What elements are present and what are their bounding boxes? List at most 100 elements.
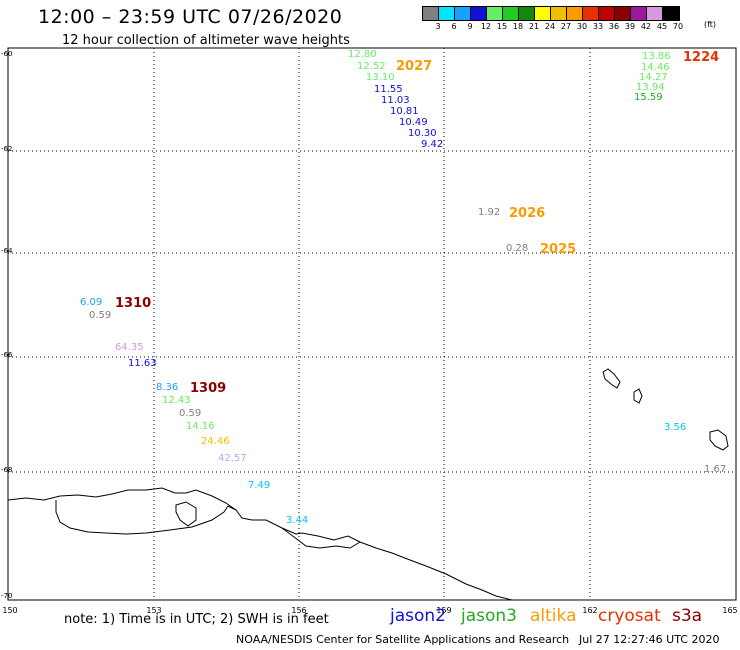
color-scale-bar: [422, 6, 680, 21]
color-scale-swatch: [583, 7, 599, 20]
wave-height-label: 12.52: [357, 61, 386, 72]
color-scale-label: 6: [451, 22, 457, 31]
color-scale-labels: 3 6 9 12 15 18 21 24 27 30 33 36 39 42 45 70: [422, 21, 684, 33]
antarctic-coastline: [7, 487, 513, 601]
lon-tick-label: 150: [2, 606, 18, 615]
wave-height-label: 3.56: [664, 422, 687, 433]
lat-tick-label: -60: [1, 50, 13, 58]
color-scale-label: 9: [467, 22, 473, 31]
wave-height-label: 7.49: [248, 480, 271, 491]
island-2: [633, 388, 643, 404]
wave-height-label: 14.16: [186, 421, 215, 432]
lon-tick-label: 153: [146, 606, 162, 615]
legend-altika: altika: [530, 606, 577, 626]
color-scale-swatch: [519, 7, 535, 20]
map-frame: [7, 47, 737, 601]
wave-height-label: 13.10: [366, 72, 395, 83]
color-scale-label: 45: [656, 22, 668, 31]
color-scale-swatch: [423, 7, 439, 20]
lon-tick-label: 165: [722, 606, 738, 615]
color-scale-swatch: [455, 7, 471, 20]
lon-tick-label: 156: [291, 606, 307, 615]
wave-height-label: 11.55: [374, 84, 403, 95]
color-scale-label: 3: [435, 22, 441, 31]
lat-tick-label: -68: [1, 466, 13, 474]
color-scale-swatch: [647, 7, 663, 20]
pass-time-label: 2025: [540, 242, 577, 257]
pass-time-label: 2027: [396, 59, 433, 74]
wave-height-label: 10.30: [408, 128, 437, 139]
color-scale-label: 15: [496, 22, 508, 31]
lat-lon-grid: [8, 48, 736, 600]
wave-height-label: 42.57: [218, 453, 247, 464]
wave-height-label: 13.94: [636, 82, 665, 93]
wave-height-label: 0.28: [506, 243, 529, 254]
wave-height-label: 1.92: [478, 207, 501, 218]
color-scale-swatch: [439, 7, 455, 20]
coastline-spit: [281, 527, 361, 549]
wave-height-label: 11.03: [381, 95, 410, 106]
color-scale-swatch: [615, 7, 631, 20]
lat-tick-label: -62: [1, 145, 13, 153]
wave-height-label: 12.80: [348, 49, 377, 60]
lon-tick-label: 159: [436, 606, 452, 615]
lat-tick-label: -66: [1, 351, 13, 359]
coastline-inlet: [55, 500, 237, 535]
color-scale-swatch: [631, 7, 647, 20]
wave-height-label: 3.44: [286, 515, 309, 526]
color-scale-swatch: [551, 7, 567, 20]
color-scale-label: 18: [512, 22, 524, 31]
color-scale-label: 27: [560, 22, 572, 31]
map-subtitle: 12 hour collection of altimeter wave hei…: [62, 33, 350, 48]
wave-height-label: 1.67: [704, 464, 727, 475]
color-scale-label: 30: [576, 22, 588, 31]
color-scale-swatch: [567, 7, 583, 20]
map-title: 12:00 – 23:59 UTC 07/26/2020: [38, 6, 343, 28]
lat-tick-label: -64: [1, 247, 13, 255]
wave-height-label: 14.27: [639, 72, 668, 83]
wave-height-label: 13.86: [642, 51, 671, 62]
wave-height-label: 0.59: [89, 310, 112, 321]
color-scale-swatch: [471, 7, 487, 20]
island-1: [602, 368, 621, 389]
color-scale-swatch: [503, 7, 519, 20]
color-scale-label: 70: [672, 22, 684, 31]
color-scale-label: 24: [544, 22, 556, 31]
footnote: note: 1) Time is in UTC; 2) SWH is in fe…: [64, 612, 329, 627]
wave-height-label: 12.43: [162, 395, 191, 406]
color-scale-swatch: [663, 7, 679, 20]
wave-height-label: 15.59: [634, 92, 663, 103]
wave-height-label: 10.49: [399, 117, 428, 128]
color-scale-label: 36: [608, 22, 620, 31]
scale-unit-label: (ft): [704, 20, 717, 29]
wave-height-label: 6.09: [80, 297, 103, 308]
legend-jason2: jason2: [390, 606, 446, 626]
pass-time-label: 1224: [683, 50, 720, 65]
island-3: [709, 429, 729, 451]
color-scale-label: 39: [624, 22, 636, 31]
generation-timestamp: Jul 27 12:27:46 UTC 2020: [579, 633, 720, 646]
legend-jason3: jason3: [461, 606, 517, 626]
color-scale-swatch: [487, 7, 503, 20]
wave-height-label: 9.42: [421, 139, 444, 150]
wave-height-label: 14.46: [641, 62, 670, 73]
credit-line: NOAA/NESDIS Center for Satellite Applica…: [236, 633, 570, 646]
pass-time-label: 1309: [190, 381, 227, 396]
wave-height-label: 24.46: [201, 436, 230, 447]
wave-height-label: 0.59: [179, 408, 202, 419]
lon-tick-label: 162: [582, 606, 598, 615]
color-scale-label: 42: [640, 22, 652, 31]
wave-height-label: 10.81: [390, 106, 419, 117]
wave-height-label: 64.35: [115, 342, 144, 353]
color-scale-label: 33: [592, 22, 604, 31]
pass-time-label: 1310: [115, 296, 152, 311]
color-scale-label: 12: [480, 22, 492, 31]
color-scale-label: 21: [528, 22, 540, 31]
legend-cryosat: cryosat: [598, 606, 661, 626]
pass-time-label: 2026: [509, 206, 546, 221]
wave-height-label: 11.63: [128, 358, 157, 369]
color-scale-swatch: [535, 7, 551, 20]
wave-height-label: 8.36: [156, 382, 179, 393]
